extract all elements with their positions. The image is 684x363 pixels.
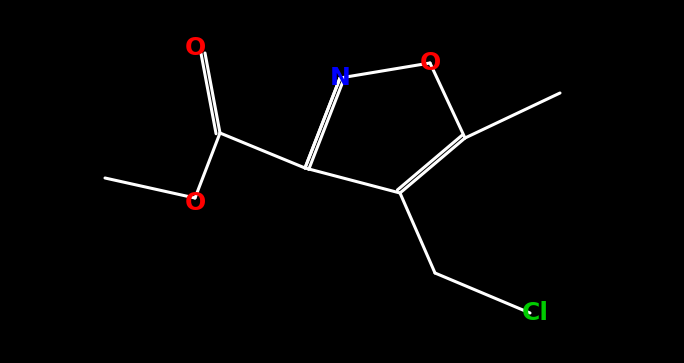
Text: O: O bbox=[419, 51, 440, 75]
Text: Cl: Cl bbox=[521, 301, 549, 325]
Text: O: O bbox=[185, 191, 206, 215]
Text: N: N bbox=[330, 66, 350, 90]
Text: O: O bbox=[185, 36, 206, 60]
